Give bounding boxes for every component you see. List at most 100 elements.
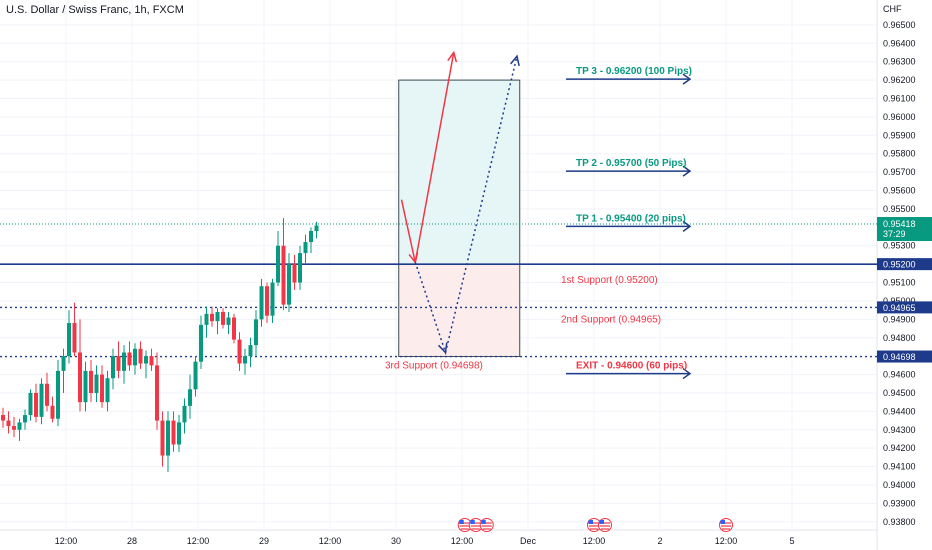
- candle-body: [298, 253, 302, 283]
- candle-body: [45, 383, 49, 406]
- price-tick-label: 0.96400: [883, 38, 916, 48]
- candle-body: [111, 356, 115, 379]
- candle-body: [127, 352, 132, 366]
- price-tick-label: 0.94900: [883, 314, 916, 324]
- target-label-2: TP 2 - 0.95700 (50 Pips): [576, 158, 686, 169]
- support-label-1: 1st Support (0.95200): [561, 275, 658, 286]
- price-tick-label: 0.95300: [883, 241, 916, 251]
- profit-zone[interactable]: [398, 79, 521, 265]
- candle-body: [12, 426, 16, 430]
- price-tick-label: 0.94400: [883, 406, 916, 416]
- price-tag-1: [877, 258, 932, 271]
- price-tick-label: 0.94100: [883, 462, 916, 472]
- scenario-down-arrowhead-2: [510, 54, 520, 67]
- candle-body: [199, 324, 203, 362]
- candle-body: [133, 348, 137, 366]
- candle-body: [248, 345, 253, 357]
- time-tick-label: 12:00: [319, 536, 342, 546]
- time-tick-label: 28: [127, 536, 137, 546]
- target-arrowhead-2: [682, 165, 692, 177]
- candle-body: [50, 405, 55, 419]
- target-label-4: EXIT - 0.94600 (60 pips): [576, 361, 687, 372]
- price-tick-label: 0.94300: [883, 425, 916, 435]
- time-tick-label: 12:00: [55, 536, 78, 546]
- candle-body: [6, 420, 11, 427]
- candle-body: [122, 352, 126, 371]
- target-arrowhead-1: [682, 73, 692, 85]
- candles: [1, 218, 319, 473]
- price-tick-label: 0.94800: [883, 333, 916, 343]
- candle-body: [270, 282, 275, 316]
- price-tag-3: [877, 350, 932, 363]
- scenario-up-arrowhead-2: [447, 50, 458, 63]
- candle-body: [193, 361, 198, 390]
- candle-body: [210, 313, 214, 322]
- price-tick-label: 0.96100: [883, 94, 916, 104]
- candle-body: [226, 317, 231, 325]
- candle-body: [105, 378, 110, 403]
- scenario-down-arrowhead-1: [437, 342, 448, 355]
- candle-body: [182, 405, 187, 423]
- candle-body: [166, 420, 170, 456]
- candle-body: [100, 374, 104, 403]
- candle-body: [303, 242, 308, 254]
- current-price-text: 0.95418: [883, 219, 916, 229]
- candle-body: [292, 264, 297, 283]
- candle-body: [243, 356, 247, 364]
- time-tick-label: 12:00: [583, 536, 606, 546]
- price-tick-label: 0.95100: [883, 278, 916, 288]
- candle-body: [155, 365, 159, 421]
- flag-canton: [720, 520, 725, 524]
- price-tick-label: 0.93900: [883, 498, 916, 508]
- price-tick-label: 0.94000: [883, 480, 916, 490]
- target-label-3: TP 1 - 0.95400 (20 pips): [576, 213, 686, 224]
- price-axis[interactable]: CHF 0.96500 0.96400 0.96300 0.96200 0.96100 0.…: [877, 4, 932, 527]
- target-arrowhead-3: [682, 220, 692, 232]
- flag-canton: [481, 520, 486, 524]
- candle-body: [160, 420, 165, 456]
- countdown-text: 37:29: [883, 229, 906, 239]
- chart-title: U.S. Dollar / Swiss Franc, 1h, FXCM: [6, 4, 184, 16]
- candle-body: [61, 356, 66, 371]
- price-tick-label: 0.96200: [883, 75, 916, 85]
- candle-body: [265, 286, 269, 316]
- price-tick-label: 0.96300: [883, 57, 916, 67]
- loss-zone[interactable]: [398, 263, 521, 358]
- candle-body: [232, 317, 236, 340]
- event-flags: [457, 518, 733, 532]
- target-arrowhead-4: [682, 367, 692, 380]
- flag-canton: [459, 520, 464, 524]
- price-tick-label: 0.95700: [883, 167, 916, 177]
- price-tag-text-2: 0.94965: [883, 303, 916, 313]
- candle-body: [72, 323, 77, 353]
- target-label-1: TP 3 - 0.96200 (100 Pips): [576, 66, 692, 77]
- candle-body: [171, 420, 176, 445]
- candle-body: [177, 422, 181, 445]
- candle-body: [94, 374, 99, 393]
- flag-canton: [599, 520, 604, 524]
- price-tick-label: 0.95800: [883, 149, 916, 159]
- candle-body: [309, 231, 313, 243]
- time-axis[interactable]: 12:00 28 12:00 29 12:00 30 12:00 Dec 12:00 2 12:00…: [55, 536, 795, 546]
- candle-body: [254, 319, 258, 346]
- candle-body: [188, 389, 192, 406]
- target-arrows: TP 3 - 0.96200 (100 Pips) TP 2 - 0.95700 …: [566, 66, 692, 380]
- price-tag-text-3: 0.94698: [883, 352, 916, 362]
- candle-body: [89, 370, 93, 393]
- position-box[interactable]: [398, 79, 521, 358]
- time-tick-label: 12:00: [451, 536, 474, 546]
- candle-body: [39, 383, 44, 417]
- candle-body: [1, 415, 5, 421]
- candle-body: [138, 348, 143, 364]
- price-tick-label: 0.94500: [883, 388, 916, 398]
- time-tick-label: 5: [789, 536, 794, 546]
- candle-body: [237, 339, 242, 364]
- time-tick-label: 29: [259, 536, 269, 546]
- candle-body: [281, 245, 286, 305]
- candle-body: [28, 392, 33, 416]
- candle-body: [276, 245, 280, 283]
- support-label-3: 3rd Support (0.94698): [385, 361, 483, 372]
- candle-body: [83, 370, 88, 403]
- price-tag-2: [877, 301, 932, 314]
